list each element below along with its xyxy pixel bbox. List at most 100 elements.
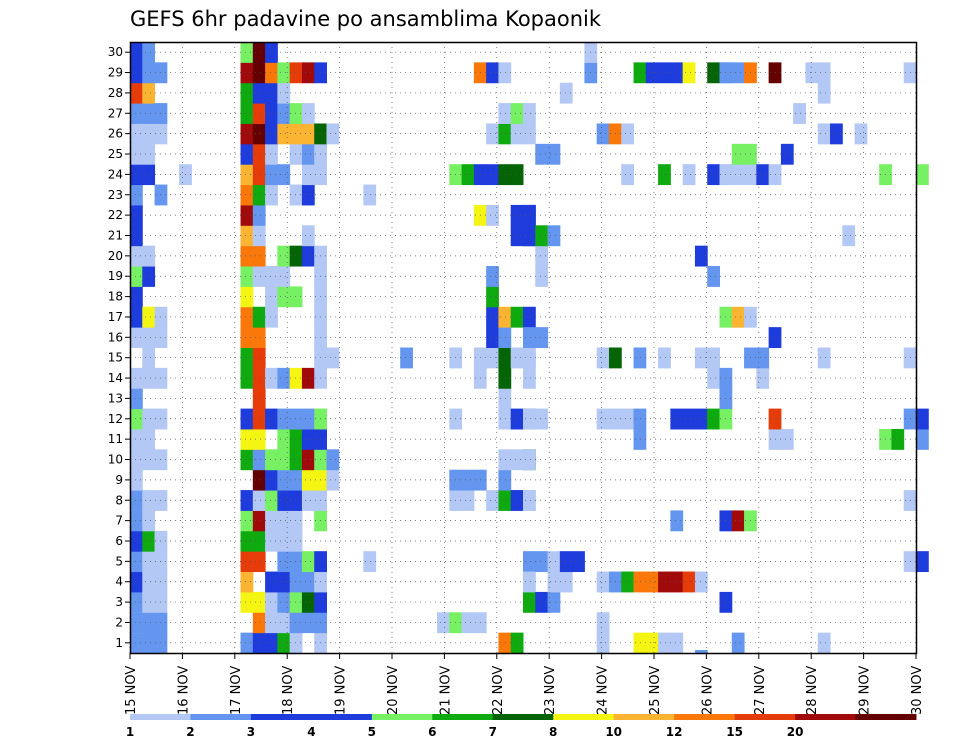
heatmap-cell — [559, 551, 573, 573]
heatmap-cell — [756, 347, 770, 369]
heatmap-cell — [265, 82, 278, 104]
heatmap-cells — [130, 42, 929, 654]
heatmap-cell — [326, 469, 340, 491]
colorbar-label: 1 — [126, 725, 134, 739]
heatmap-cell — [621, 123, 635, 145]
heatmap-cell — [498, 449, 512, 471]
y-tick-label: 4 — [115, 575, 123, 589]
heatmap-cell — [130, 449, 143, 471]
heatmap-cell — [142, 123, 156, 145]
heatmap-cell — [731, 510, 745, 532]
heatmap-cell — [252, 103, 266, 124]
heatmap-cell — [289, 632, 303, 654]
heatmap-cell — [130, 408, 143, 430]
colorbar-swatch — [855, 714, 917, 720]
heatmap-cell — [289, 591, 303, 613]
heatmap-cell — [301, 225, 315, 247]
heatmap-cell — [523, 347, 536, 369]
heatmap-cell — [265, 408, 278, 430]
heatmap-cell — [277, 245, 291, 267]
heatmap-cell — [916, 551, 929, 573]
heatmap-cell — [130, 490, 143, 511]
heatmap-cell — [252, 82, 266, 104]
heatmap-cell — [289, 123, 303, 145]
heatmap-cell — [301, 184, 315, 206]
y-tick-label: 23 — [108, 188, 123, 202]
x-tick-label: 17 NOV — [229, 666, 244, 715]
heatmap-cell — [130, 469, 143, 491]
heatmap-cell — [916, 408, 929, 430]
y-tick-label: 24 — [108, 167, 123, 181]
heatmap-cell — [658, 571, 671, 593]
heatmap-cell — [523, 123, 536, 145]
heatmap-cell — [707, 347, 720, 369]
heatmap-cell — [240, 530, 254, 552]
heatmap-cell — [756, 367, 770, 389]
y-tick-label: 20 — [108, 249, 123, 263]
colorbar: 1 2 3 4 5 6 7 8 10 12 15 20 — [126, 714, 917, 739]
heatmap-cell — [277, 612, 291, 634]
heatmap-cell — [277, 530, 291, 552]
colorbar-label: 4 — [307, 725, 315, 739]
heatmap-cell — [130, 143, 143, 165]
heatmap-cell — [240, 428, 254, 450]
heatmap-cell — [301, 428, 315, 450]
heatmap-cell — [265, 286, 278, 308]
heatmap-cell — [621, 571, 635, 593]
heatmap-cell — [682, 164, 696, 186]
heatmap-cell — [252, 530, 266, 552]
heatmap-cell — [142, 408, 156, 430]
heatmap-cell — [498, 164, 512, 186]
heatmap-cell — [265, 42, 278, 63]
heatmap-cell — [240, 408, 254, 430]
y-axis: 1234567891011121314151617181920212223242… — [108, 45, 130, 650]
heatmap-cell — [326, 123, 340, 145]
heatmap-cell — [523, 103, 536, 124]
heatmap-cell — [326, 449, 340, 471]
heatmap-cell — [240, 327, 254, 348]
heatmap-cell — [437, 612, 450, 634]
heatmap-cell — [842, 225, 856, 247]
heatmap-cell — [289, 449, 303, 471]
heatmap-cell — [510, 103, 524, 124]
heatmap-cell — [130, 42, 143, 63]
colorbar-label: 20 — [787, 725, 804, 739]
heatmap-cell — [130, 62, 143, 84]
heatmap-cell — [535, 591, 549, 613]
heatmap-cell — [559, 82, 573, 104]
heatmap-cell — [277, 632, 291, 654]
heatmap-cell — [142, 510, 156, 532]
heatmap-cell — [547, 143, 561, 165]
colorbar-swatch — [190, 714, 252, 720]
heatmap-cell — [240, 204, 254, 226]
heatmap-cell — [633, 571, 647, 593]
heatmap-cell — [486, 327, 499, 348]
heatmap-cell — [670, 408, 684, 430]
colorbar-swatch — [432, 714, 494, 720]
y-tick-label: 14 — [108, 371, 123, 385]
heatmap-cell — [523, 571, 536, 593]
x-tick-label: 26 NOV — [700, 666, 715, 715]
heatmap-cell — [596, 632, 610, 654]
heatmap-cell — [682, 408, 696, 430]
heatmap-cell — [265, 184, 278, 206]
heatmap-cell — [277, 123, 291, 145]
heatmap-cell — [523, 306, 536, 328]
heatmap-cell — [596, 347, 610, 369]
heatmap-cell — [498, 490, 512, 511]
heatmap-cell — [461, 469, 475, 491]
heatmap-cell — [130, 225, 143, 247]
x-tick-label: 25 NOV — [648, 666, 663, 715]
heatmap-cell — [142, 266, 156, 287]
heatmap-cell — [252, 327, 266, 348]
heatmap-cell — [142, 42, 156, 63]
heatmap-cell — [265, 164, 278, 186]
colorbar-swatch — [553, 714, 615, 720]
heatmap-cell — [510, 204, 524, 226]
heatmap-cell — [252, 164, 266, 186]
heatmap-cell — [240, 286, 254, 308]
heatmap-cell — [523, 490, 536, 511]
heatmap-cell — [486, 347, 499, 369]
x-axis: 15 NOV 16 NOV 17 NOV 18 NOV 19 NOV 20 NOV 21 N… — [124, 653, 925, 715]
heatmap-cell — [461, 490, 475, 511]
